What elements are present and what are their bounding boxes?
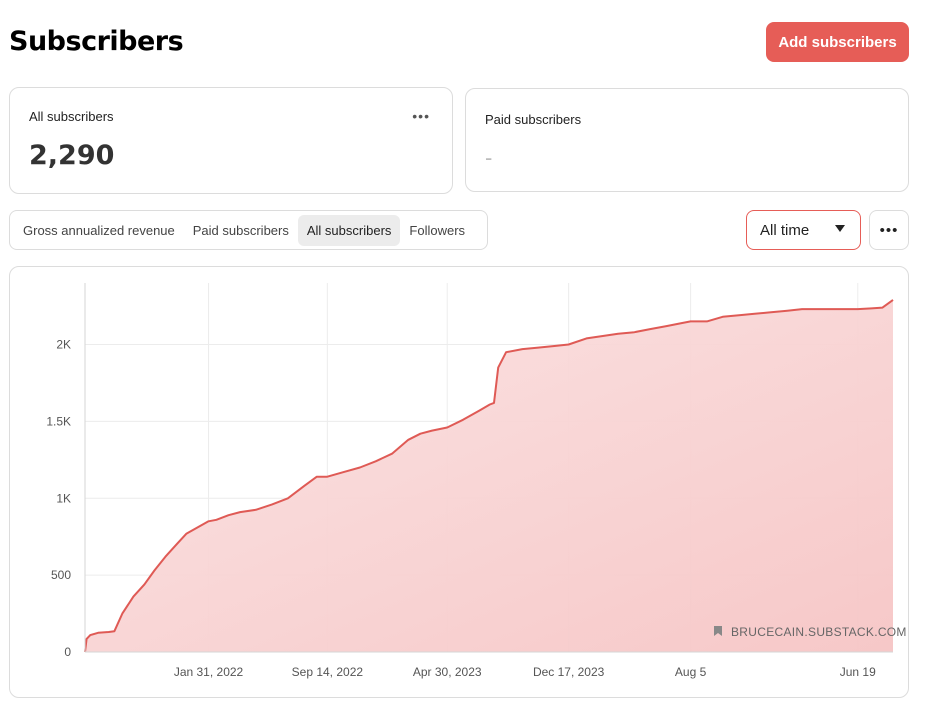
x-tick-label: Dec 17, 2023	[533, 665, 605, 679]
add-subscribers-button[interactable]: Add subscribers	[766, 22, 909, 62]
all-subscribers-count: 2,290	[29, 140, 115, 171]
tab-paid-subscribers[interactable]: Paid subscribers	[192, 222, 289, 238]
tab-gross-annualized-revenue[interactable]: Gross annualized revenue	[23, 222, 175, 238]
x-tick-label: Sep 14, 2022	[292, 665, 364, 679]
paid-subscribers-count: -	[485, 145, 493, 170]
watermark-text: BRUCECAIN.SUBSTACK.COM	[731, 625, 907, 639]
x-tick-label: Jan 31, 2022	[174, 665, 244, 679]
ellipsis-icon: •••	[879, 221, 899, 239]
all-subscribers-label: All subscribers	[29, 109, 114, 124]
tab-all-subscribers[interactable]: All subscribers	[297, 214, 401, 246]
subscribers-chart: 0 500 1K 1.5K 2K Jan 31, 2022 Sep 14, 2022 Apr …	[9, 266, 909, 698]
page-title: Subscribers	[9, 26, 184, 57]
series-line	[84, 299, 894, 653]
time-range-value: All time	[760, 221, 810, 239]
caret-down-icon	[835, 225, 845, 232]
paid-subscribers-label: Paid subscribers	[485, 112, 582, 127]
x-tick-label: Jun 19	[840, 665, 876, 679]
x-tick-label: Aug 5	[675, 665, 707, 679]
metric-tabs: Gross annualized revenue Paid subscriber…	[9, 210, 488, 250]
more-options-button[interactable]: •••	[869, 210, 909, 250]
x-tick-label: Apr 30, 2023	[413, 665, 482, 679]
bookmark-icon	[714, 626, 722, 636]
all-subscribers-card: All subscribers ••• 2,290	[9, 87, 453, 194]
paid-subscribers-card: Paid subscribers -	[465, 88, 909, 192]
chart-svg: 0 500 1K 1.5K 2K Jan 31, 2022 Sep 14, 2022 Apr …	[46, 283, 907, 679]
y-tick-label: 1K	[56, 491, 71, 505]
y-tick-label: 1.5K	[46, 414, 71, 428]
tab-followers[interactable]: Followers	[409, 222, 466, 238]
time-range-select[interactable]: All time	[746, 210, 861, 250]
ellipsis-icon[interactable]: •••	[412, 108, 430, 124]
y-tick-label: 0	[64, 645, 71, 659]
y-tick-label: 500	[51, 568, 71, 582]
series-area	[85, 299, 893, 652]
watermark: BRUCECAIN.SUBSTACK.COM	[714, 625, 907, 639]
y-tick-label: 2K	[56, 338, 71, 352]
